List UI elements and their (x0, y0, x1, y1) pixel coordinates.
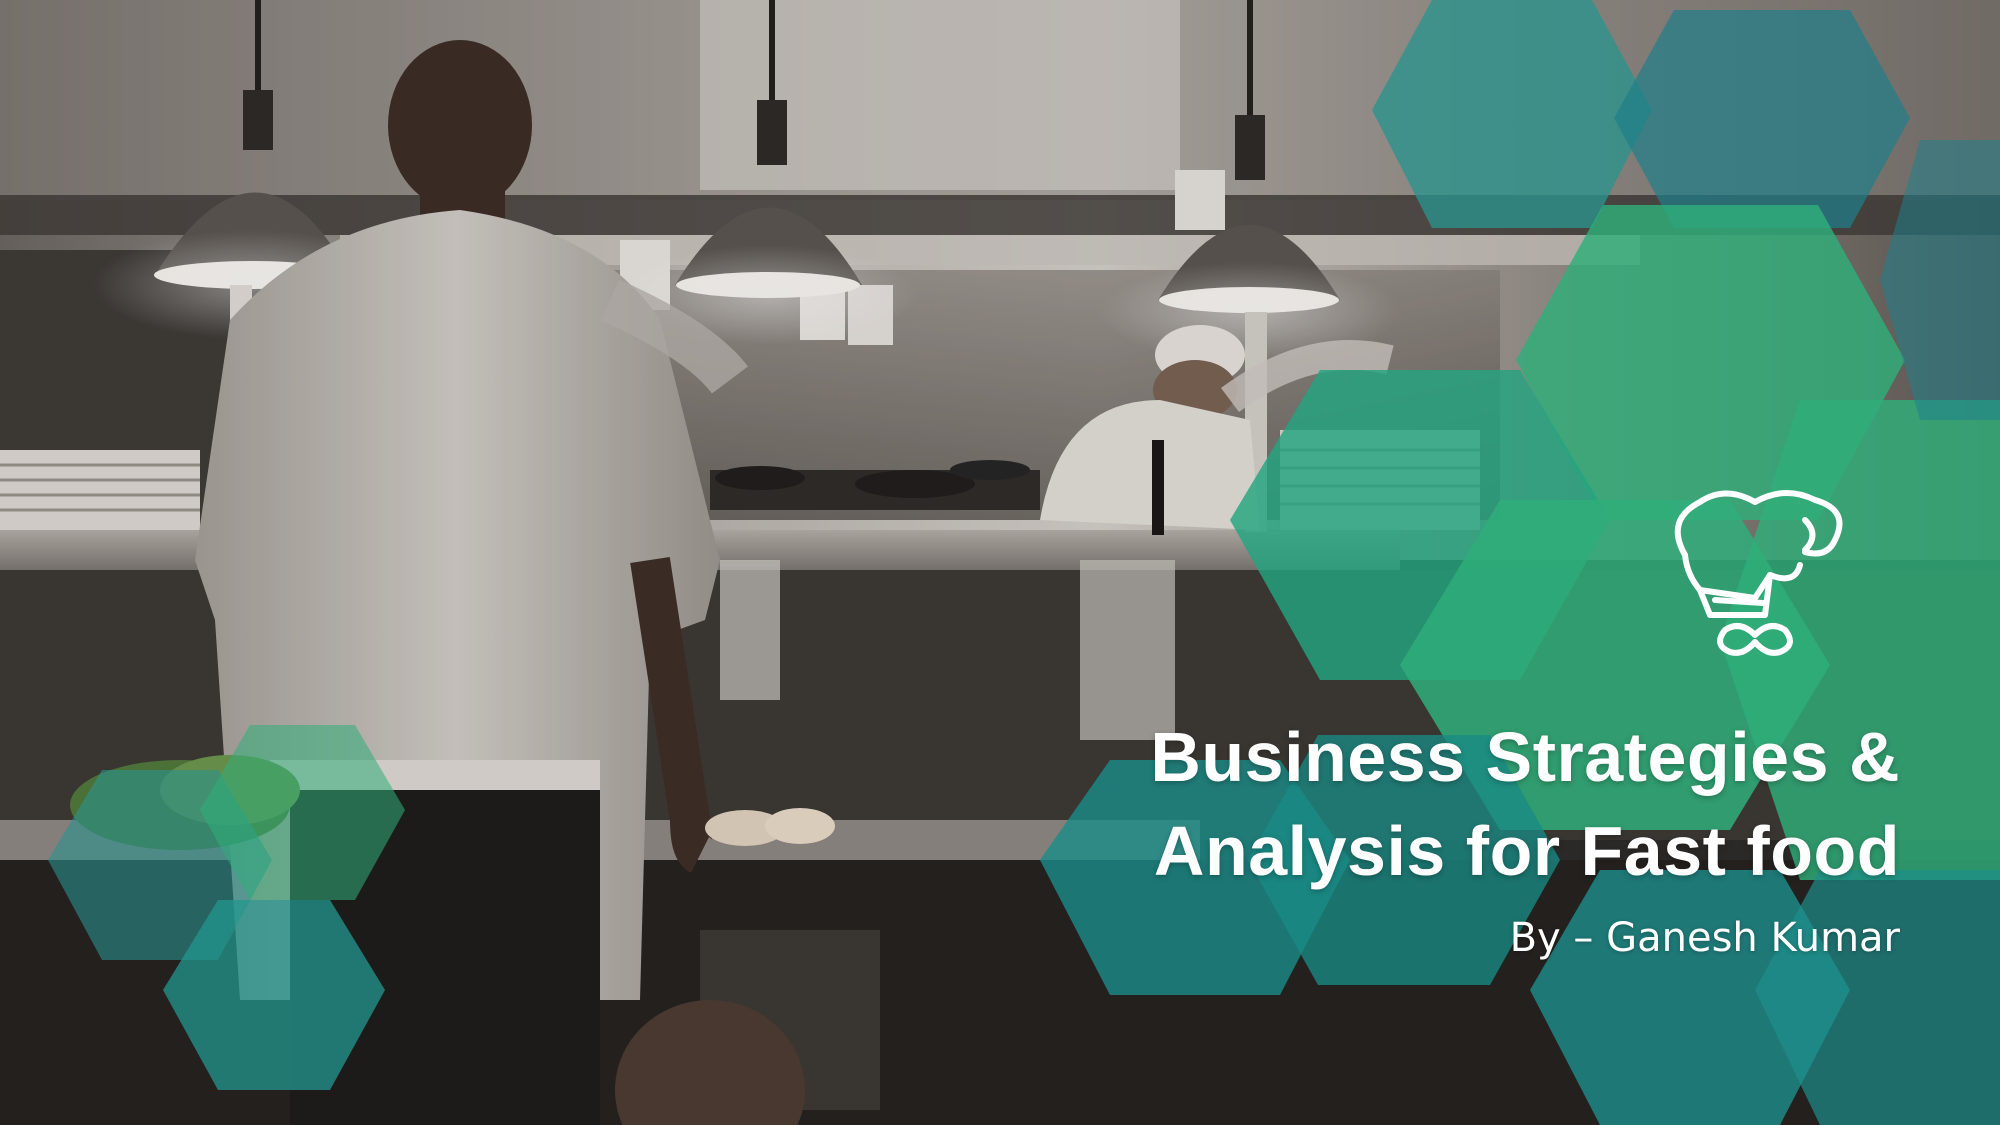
title-line-1: Business Strategies & (1150, 718, 1900, 796)
hexagon-cluster-left (48, 725, 405, 1090)
back-chef (1040, 325, 1394, 535)
title-line-2: Analysis for Fast food (1153, 812, 1900, 890)
hexagon-cluster-right (1040, 0, 2000, 1125)
slide-title: Business Strategies & Analysis for Fast … (900, 710, 1900, 898)
chef-hat-icon (1674, 489, 1843, 656)
author-byline: By – Ganesh Kumar (1509, 915, 1900, 961)
